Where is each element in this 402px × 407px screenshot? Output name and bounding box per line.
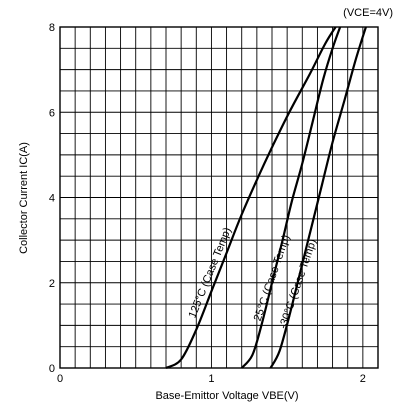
- curve-25c: [240, 26, 342, 369]
- y-axis-label: Collector Current IC(A): [18, 142, 30, 254]
- x-axis-label: Base-Emittor Voltage VBE(V): [155, 390, 298, 402]
- y-tick-label: 6: [49, 107, 55, 119]
- curve-125c: [165, 26, 337, 370]
- plot-frame: [59, 26, 379, 369]
- y-tick-label: 2: [49, 278, 55, 290]
- curves: [165, 26, 367, 370]
- curve-minus30c: [269, 26, 367, 369]
- tick-labels: 0 1 2 0 2 4 6 8: [49, 22, 366, 385]
- condition-label: (VCE=4V): [343, 7, 393, 19]
- y-tick-label: 8: [49, 22, 55, 34]
- x-tick-label: 1: [208, 373, 214, 385]
- y-tick-label: 4: [49, 193, 55, 205]
- grid: [60, 27, 378, 368]
- x-tick-label: 2: [360, 373, 366, 385]
- x-tick-label: 0: [57, 373, 63, 385]
- y-tick-label: 0: [49, 363, 55, 375]
